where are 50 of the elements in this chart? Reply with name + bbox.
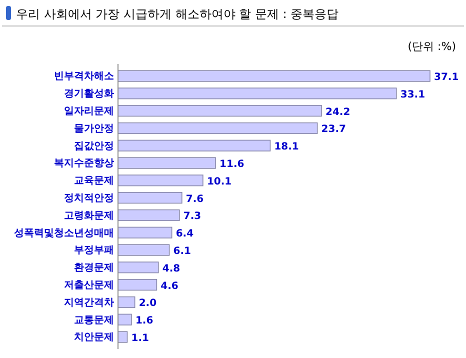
data-label: 37.1 [434, 72, 459, 84]
bar [118, 157, 216, 169]
bar [118, 105, 322, 117]
data-label: 33.1 [400, 89, 426, 100]
data-label: 7.6 [186, 194, 204, 205]
data-label: 2.0 [138, 298, 157, 310]
data-label: 6.1 [173, 246, 192, 257]
y-tick-label: 교통문제 [74, 314, 114, 326]
data-label: 4.6 [160, 280, 178, 292]
y-tick-label: 치안문제 [74, 332, 114, 344]
data-label: 4.8 [162, 263, 180, 274]
bar [118, 331, 128, 343]
bar [118, 314, 132, 326]
y-tick-label: 빈부격차해소 [54, 71, 114, 82]
data-label: 23.7 [321, 124, 346, 136]
y-tick-label: 성폭력및청소년성매매 [14, 228, 114, 239]
data-label: 24.2 [326, 106, 350, 118]
y-tick-label: 환경문제 [74, 262, 114, 274]
bar [118, 140, 271, 152]
y-tick-label: 저출산문제 [64, 280, 114, 291]
y-tick-label: 경기활성화 [64, 88, 114, 100]
data-label: 6.4 [176, 228, 194, 240]
data-label: 1.6 [135, 316, 154, 327]
bar [118, 226, 172, 238]
data-label: 18.1 [274, 142, 299, 153]
y-tick-label: 복지수준향상 [54, 158, 114, 170]
y-tick-label: 물가안정 [74, 123, 114, 134]
data-label: 7.3 [183, 211, 202, 222]
bar [118, 192, 182, 204]
data-label: 10.1 [206, 176, 232, 188]
y-tick-label: 정치적안정 [64, 193, 114, 204]
bar [118, 296, 136, 308]
bar [118, 88, 397, 100]
y-tick-label: 고령화문제 [64, 210, 114, 222]
y-tick-label: 일자리문제 [64, 106, 114, 118]
data-label: 11.6 [220, 159, 244, 170]
y-tick-label: 집값안정 [74, 140, 114, 152]
y-tick-label: 부정부패 [74, 245, 114, 256]
chart-title: 우리 사회에서 가장 시급하게 해소하여야 할 문제 : 중복응답 [16, 7, 339, 21]
y-tick-label: 지역간격차 [64, 297, 114, 308]
data-label: 1.1 [131, 332, 150, 344]
bar [118, 279, 158, 291]
bar [118, 122, 318, 134]
y-tick-label: 교육문제 [74, 176, 114, 187]
text: (단위 :%) [408, 40, 456, 53]
bar [118, 174, 204, 186]
bar [118, 209, 180, 221]
bar [118, 262, 159, 274]
bar [118, 244, 170, 256]
bar [118, 70, 430, 82]
